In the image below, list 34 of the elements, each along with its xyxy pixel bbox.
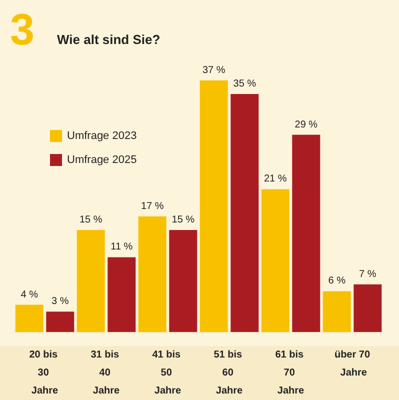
chart-title: Wie alt sind Sie? xyxy=(57,32,160,47)
data-label: 4 % xyxy=(20,289,38,300)
data-label: 3 % xyxy=(52,296,69,308)
data-label: 29 % xyxy=(294,119,318,130)
x-tick-label: über 70 Jahre xyxy=(334,350,370,378)
x-tick-label: 31 bis 40 Jahre xyxy=(90,350,122,396)
bar xyxy=(261,189,290,332)
legend-label: Umfrage 2023 xyxy=(67,130,137,142)
bar xyxy=(292,134,320,332)
bar xyxy=(76,230,105,332)
bar xyxy=(169,230,198,332)
bar xyxy=(138,216,166,332)
bar xyxy=(46,312,74,332)
data-label: 11 % xyxy=(110,242,133,253)
bar xyxy=(108,257,136,332)
data-label: 17 % xyxy=(140,200,164,212)
bar xyxy=(15,304,44,332)
bar xyxy=(354,284,382,332)
bar xyxy=(230,94,259,332)
legend-label: Umfrage 2025 xyxy=(67,154,137,166)
data-label: 15 % xyxy=(172,214,195,226)
data-label: 21 % xyxy=(264,174,287,185)
text: 3 xyxy=(10,6,34,54)
bar xyxy=(200,80,228,332)
data-label: 6 % xyxy=(328,276,346,287)
x-tick-label: 51 bis 60 Jahre xyxy=(214,350,245,396)
data-label: 37 % xyxy=(202,64,226,76)
data-label: 35 % xyxy=(233,78,256,90)
x-tick-label: 41 bis 50 Jahre xyxy=(152,350,184,396)
x-tick-label: 20 bis 30 Jahre xyxy=(29,350,60,396)
bar xyxy=(322,291,351,332)
data-label: 15 % xyxy=(79,214,102,226)
data-label: 7 % xyxy=(359,268,376,280)
x-tick-label: 61 bis 70 Jahre xyxy=(275,350,306,396)
